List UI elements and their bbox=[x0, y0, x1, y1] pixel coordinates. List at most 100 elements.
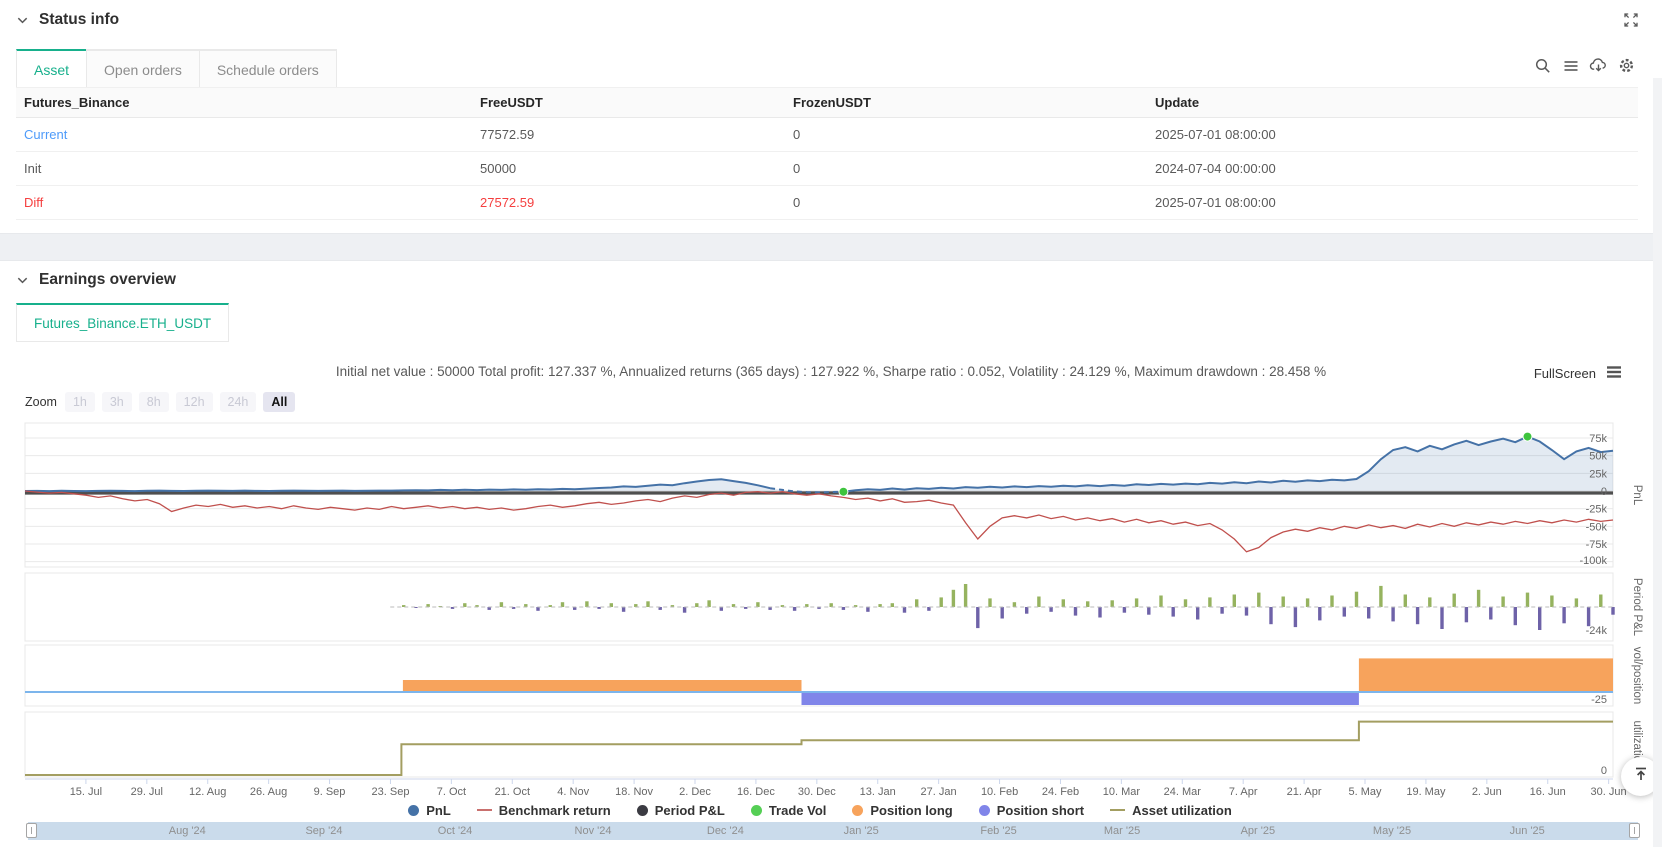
collapse-chevron-icon[interactable] bbox=[16, 14, 29, 27]
tab-futures-binance-eth-usdt[interactable]: Futures_Binance.ETH_USDT bbox=[16, 303, 229, 342]
period-pnl-bar bbox=[1453, 594, 1456, 607]
legend-item-benchmark-return[interactable]: Benchmark return bbox=[477, 803, 611, 818]
period-pnl-bar bbox=[927, 607, 930, 611]
y-axis-label: 0 bbox=[1601, 765, 1607, 777]
period-pnl-bar bbox=[1306, 598, 1309, 607]
trading-dashboard: { "status_section": { "title": "Status i… bbox=[0, 0, 1662, 847]
settings-icon[interactable] bbox=[1617, 56, 1636, 75]
tab-asset[interactable]: Asset bbox=[16, 49, 87, 89]
x-axis-label: 15. Jul bbox=[70, 786, 102, 798]
period-pnl-bar bbox=[1074, 607, 1077, 616]
list-icon[interactable] bbox=[1561, 56, 1580, 75]
search-icon[interactable] bbox=[1533, 56, 1552, 75]
cell-free-usdt: 27572.59 bbox=[472, 195, 785, 210]
zoom-button-all[interactable]: All bbox=[263, 392, 295, 412]
period-pnl-bar bbox=[1355, 592, 1358, 607]
y-axis-label: 50k bbox=[1589, 451, 1607, 463]
period-pnl-bar bbox=[1245, 607, 1248, 616]
legend-item-pnl[interactable]: PnL bbox=[408, 803, 451, 818]
x-axis-label: 19. May bbox=[1406, 786, 1446, 798]
zoom-button-24h[interactable]: 24h bbox=[220, 392, 257, 412]
collapse-chevron-icon[interactable] bbox=[16, 274, 29, 287]
zoom-button-12h[interactable]: 12h bbox=[176, 392, 213, 412]
period-pnl-bar bbox=[1477, 590, 1480, 607]
asset-table-header: Futures_Binance FreeUSDT FrozenUSDT Upda… bbox=[16, 87, 1638, 118]
x-axis-label: 23. Sep bbox=[372, 786, 410, 798]
navigator-handle-right[interactable] bbox=[1629, 823, 1640, 838]
navigator-month-label: Aug '24 bbox=[169, 825, 206, 837]
navigator-handle-left[interactable] bbox=[26, 823, 37, 838]
period-pnl-bar bbox=[1208, 597, 1211, 607]
context-menu-icon[interactable] bbox=[1606, 365, 1622, 382]
navigator-month-label: Apr '25 bbox=[1241, 825, 1276, 837]
legend-swatch bbox=[408, 805, 419, 816]
y-axis-label: -25k bbox=[1586, 504, 1608, 516]
y-axis-label: -50k bbox=[1586, 521, 1608, 533]
position-long-bar bbox=[1359, 658, 1613, 692]
earnings-chart: 75k50k25k0-25k-50k-75k-100kPnL-24kPeriod… bbox=[0, 418, 1662, 800]
section-divider bbox=[0, 233, 1662, 261]
period-pnl-bar bbox=[1550, 596, 1553, 608]
zoom-controls: Zoom 1h 3h 8h 12h 24h All bbox=[25, 392, 295, 412]
period-pnl-bar bbox=[1611, 607, 1614, 615]
navigator-month-label: Jun '25 bbox=[1510, 825, 1545, 837]
period-pnl-bar bbox=[1379, 586, 1382, 607]
period-pnl-bar bbox=[463, 603, 466, 607]
x-axis: 15. Jul29. Jul12. Aug26. Aug9. Sep23. Se… bbox=[25, 779, 1627, 798]
tab-schedule-orders[interactable]: Schedule orders bbox=[199, 49, 337, 89]
period-pnl-bar bbox=[1428, 597, 1431, 607]
period-pnl-bar bbox=[1013, 602, 1016, 607]
zoom-label: Zoom bbox=[25, 395, 57, 409]
navigator-month-label: May '25 bbox=[1373, 825, 1411, 837]
expand-icon[interactable] bbox=[1623, 12, 1639, 28]
y-axis-label: 25k bbox=[1589, 468, 1607, 480]
tab-open-orders[interactable]: Open orders bbox=[86, 49, 200, 89]
period-pnl-bar bbox=[1599, 595, 1602, 608]
utilization-line bbox=[25, 722, 1613, 775]
asset-table: Futures_Binance FreeUSDT FrozenUSDT Upda… bbox=[16, 87, 1638, 220]
legend-item-trade-vol[interactable]: Trade Vol bbox=[751, 803, 827, 818]
trade-vol-marker bbox=[839, 487, 848, 496]
position-short-bar bbox=[802, 693, 1359, 705]
x-axis-label: 7. Oct bbox=[437, 786, 466, 798]
period-pnl-bar bbox=[1538, 607, 1541, 630]
period-pnl-bar bbox=[561, 602, 564, 607]
period-pnl-bar bbox=[1318, 607, 1321, 620]
chart-navigator[interactable]: Aug '24Sep '24Oct '24Nov '24Dec '24Jan '… bbox=[28, 822, 1638, 840]
period-pnl-bar bbox=[1135, 598, 1138, 607]
legend-label: Benchmark return bbox=[499, 803, 611, 818]
x-axis-label: 18. Nov bbox=[615, 786, 653, 798]
zoom-button-8h[interactable]: 8h bbox=[139, 392, 169, 412]
period-pnl-bar bbox=[1501, 597, 1504, 608]
period-pnl-bar bbox=[1404, 595, 1407, 608]
legend-swatch bbox=[751, 805, 762, 816]
earnings-section-header: Earnings overview bbox=[16, 271, 176, 289]
legend-item-position-short[interactable]: Position short bbox=[979, 803, 1084, 818]
zoom-button-3h[interactable]: 3h bbox=[102, 392, 132, 412]
period-pnl-bar bbox=[1172, 607, 1175, 617]
row-label-current[interactable]: Current bbox=[16, 127, 472, 142]
cell-update: 2025-07-01 08:00:00 bbox=[1147, 195, 1638, 210]
legend-swatch bbox=[477, 809, 492, 812]
legend-item-asset-utilization[interactable]: Asset utilization bbox=[1110, 803, 1232, 818]
cloud-download-icon[interactable] bbox=[1589, 56, 1608, 75]
x-axis-label: 30. Jun bbox=[1591, 786, 1627, 798]
table-row-diff: Diff 27572.59 0 2025-07-01 08:00:00 bbox=[16, 186, 1638, 220]
legend-item-period-p-l[interactable]: Period P&L bbox=[637, 803, 725, 818]
y-axis-title: vol/position bbox=[1631, 647, 1643, 705]
x-axis-label: 29. Jul bbox=[131, 786, 163, 798]
period-pnl-bar bbox=[1343, 607, 1346, 617]
legend-label: Position long bbox=[870, 803, 952, 818]
period-pnl-bar bbox=[1294, 607, 1297, 627]
period-pnl-bar bbox=[1587, 607, 1590, 626]
fullscreen-label[interactable]: FullScreen bbox=[1534, 366, 1596, 381]
earnings-summary: Initial net value : 50000 Total profit: … bbox=[0, 364, 1662, 379]
period-pnl-bar bbox=[1037, 597, 1040, 608]
zoom-button-1h[interactable]: 1h bbox=[65, 392, 95, 412]
fullscreen-control[interactable]: FullScreen bbox=[1534, 365, 1622, 382]
y-axis-label: -75k bbox=[1586, 539, 1608, 551]
scrollbar-track[interactable] bbox=[1653, 78, 1662, 847]
period-pnl-bar bbox=[707, 600, 710, 607]
legend-item-position-long[interactable]: Position long bbox=[852, 803, 952, 818]
cell-update: 2024-07-04 00:00:00 bbox=[1147, 161, 1638, 176]
